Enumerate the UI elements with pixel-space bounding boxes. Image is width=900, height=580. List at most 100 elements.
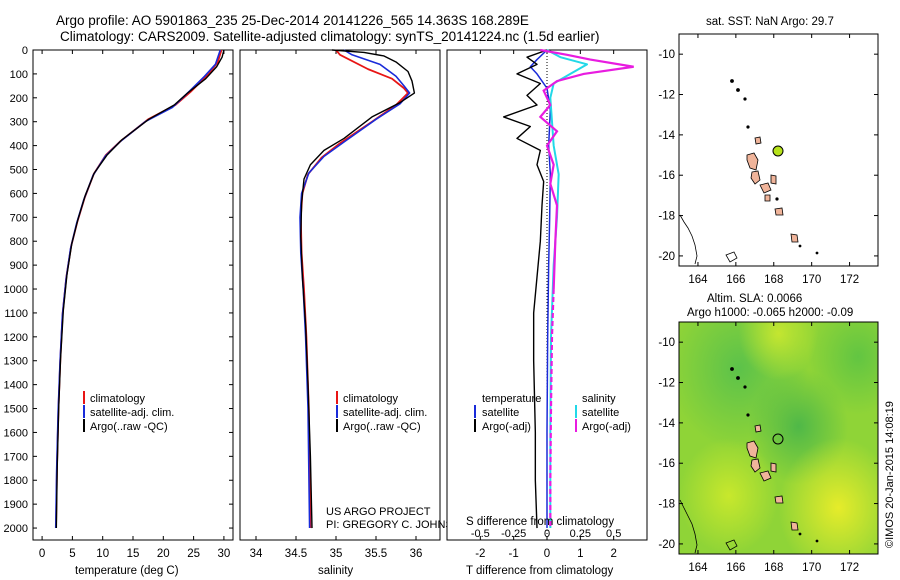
sst-map: sat. SST: NaN Argo: 29.7 164 166 168 170 172… — [658, 16, 879, 286]
lon-tick-label: 170 — [802, 562, 821, 574]
sla-field — [679, 322, 878, 554]
salinity-panel: 34 34.5 35 35.5 36 salinity climatology sate… — [239, 49, 469, 577]
x-tick-label: -1 — [509, 548, 519, 560]
argo-float-marker — [772, 433, 784, 445]
depth-tick-label: 500 — [10, 165, 28, 177]
series-line — [502, 49, 548, 529]
s-difference-axis-label: S difference from climatology — [466, 516, 614, 528]
difference-legend: temperature satellite Argo(-adj) salinit… — [474, 393, 631, 433]
island — [746, 440, 759, 459]
islet — [746, 125, 750, 129]
x-tick-label: 10 — [96, 548, 109, 560]
x-tick-label: 2 — [610, 548, 616, 560]
island — [750, 170, 761, 185]
difference-panel: -2 -1 0 1 2 -0.5 -0.25 0 0.25 0.5 T difference fr… — [446, 48, 648, 577]
x-tick-label: 34.5 — [285, 548, 307, 560]
salinity-legend: climatology satellite-adj. clim. Argo(..… — [336, 391, 427, 433]
depth-tick-label: 1000 — [4, 284, 28, 296]
salinity-plot-frame — [239, 49, 441, 541]
islet — [743, 385, 747, 389]
lat-tick-label: -12 — [658, 90, 675, 102]
top-tick-label: 0 — [544, 528, 550, 540]
lat-tick-label: -14 — [658, 130, 675, 142]
temperature-x-axis: 0 5 10 15 20 25 30 — [39, 50, 230, 560]
island — [725, 539, 738, 551]
x-tick-label: 5 — [69, 548, 75, 560]
islet — [730, 367, 734, 371]
lat-tick-label: -20 — [658, 539, 675, 551]
imos-timestamp: ©IMOS 20-Jan-2015 14:08:19 — [884, 401, 896, 548]
top-tick-label: 0.25 — [570, 528, 591, 540]
lon-tick-label: 168 — [764, 562, 783, 574]
islet — [736, 88, 740, 92]
series-line — [55, 49, 225, 529]
island — [759, 182, 772, 194]
header-line-1: Argo profile: AO 5901863_235 25-Dec-2014… — [56, 13, 529, 28]
depth-tick-label: 1700 — [4, 451, 28, 463]
legend-label-sal-satellite: satellite — [582, 407, 619, 419]
depth-tick-label: 800 — [10, 236, 28, 248]
depth-tick-label: 700 — [10, 212, 28, 224]
legend-label-argo: Argo(..raw -QC) — [90, 421, 168, 433]
legend-label-climatology: climatology — [343, 393, 399, 405]
depth-tick-label: 2000 — [4, 523, 28, 535]
sla-map-axes: 164 166 168 170 172 -10 -12 -14 -16 -18 -20 — [658, 322, 878, 574]
legend-label-satellite: satellite-adj. clim. — [90, 407, 174, 419]
salinity-axis-label: salinity — [318, 565, 353, 577]
island — [759, 470, 772, 482]
islet — [798, 244, 802, 248]
difference-x-axis: -2 -1 0 1 2 -0.5 -0.25 0 0.25 0.5 — [471, 50, 621, 560]
sst-map-title: sat. SST: NaN Argo: 29.7 — [706, 16, 834, 28]
lat-tick-label: -18 — [658, 499, 675, 511]
depth-tick-label: 1400 — [4, 380, 28, 392]
depth-tick-label: 1800 — [4, 475, 28, 487]
depth-tick-label: 400 — [10, 141, 28, 153]
islands-bottom — [679, 367, 819, 554]
lon-tick-label: 172 — [840, 562, 859, 574]
x-tick-label: 0 — [39, 548, 45, 560]
sla-map-frame — [678, 321, 879, 555]
series-line — [300, 49, 416, 529]
islet — [736, 376, 740, 380]
coastline — [679, 499, 698, 554]
x-tick-label: 36 — [410, 548, 423, 560]
depth-tick-label: 0 — [22, 45, 28, 57]
top-tick-label: -0.5 — [471, 528, 490, 540]
x-tick-label: 15 — [127, 548, 140, 560]
temperature-axis-label: temperature (deg C) — [75, 565, 179, 577]
island — [770, 462, 777, 473]
lat-tick-label: -10 — [658, 49, 675, 61]
sla-map-title-1: Altim. SLA: 0.0066 — [707, 293, 802, 305]
depth-tick-label: 200 — [10, 93, 28, 105]
depth-tick-label: 1300 — [4, 356, 28, 368]
legend-heading-temperature: temperature — [482, 393, 541, 405]
x-tick-label: 34 — [250, 548, 263, 560]
islet — [815, 539, 819, 543]
depth-tick-label: 600 — [10, 188, 28, 200]
sst-map-axes: 164 166 168 170 172 -10 -12 -14 -16 -18 -20 — [658, 34, 878, 286]
island — [754, 424, 762, 433]
series-line — [529, 49, 552, 529]
islet — [815, 251, 819, 255]
lon-tick-label: 166 — [726, 274, 745, 286]
legend-label-sal-argo: Argo(-adj) — [582, 421, 631, 433]
series-line — [538, 48, 634, 290]
t-difference-axis-label: T difference from climatology — [466, 565, 613, 577]
depth-tick-label: 1600 — [4, 427, 28, 439]
x-tick-label: 1 — [577, 548, 583, 560]
legend-label-temp-argo: Argo(-adj) — [482, 421, 531, 433]
depth-tick-label: 900 — [10, 260, 28, 272]
x-tick-label: -2 — [475, 548, 485, 560]
temperature-legend: climatology satellite-adj. clim. Argo(..… — [83, 391, 174, 433]
x-tick-label: 35.5 — [365, 548, 387, 560]
lat-tick-label: -16 — [658, 458, 675, 470]
legend-heading-salinity: salinity — [582, 393, 616, 405]
depth-tick-label: 1900 — [4, 499, 28, 511]
islands-top — [679, 79, 819, 265]
salinity-series — [299, 49, 416, 529]
lon-tick-label: 170 — [802, 274, 821, 286]
x-tick-label: 0 — [544, 548, 550, 560]
lon-tick-label: 166 — [726, 562, 745, 574]
island — [770, 174, 777, 185]
